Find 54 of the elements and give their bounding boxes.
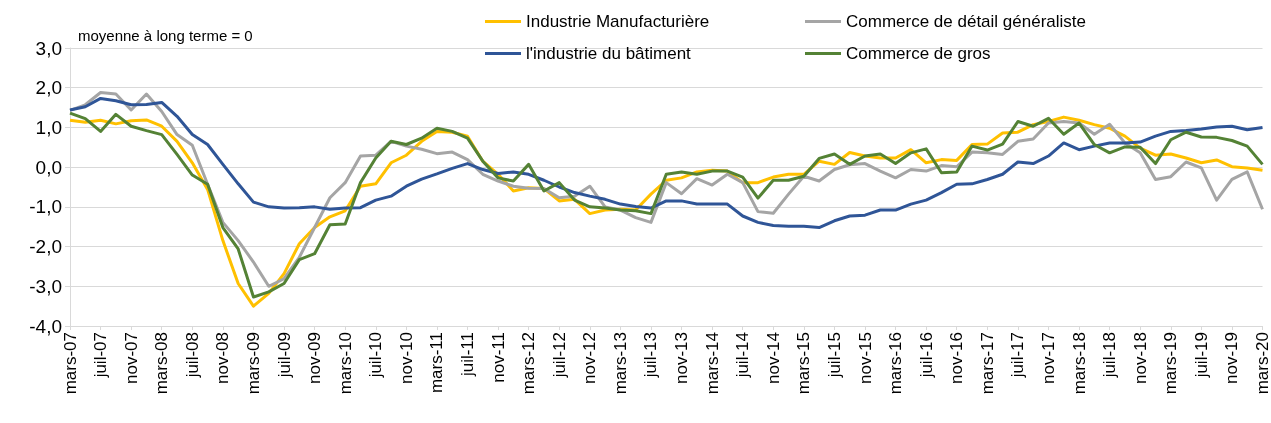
x-tick-label: nov-12 — [580, 332, 600, 384]
legend-label: Industrie Manufacturière — [526, 12, 710, 31]
x-tick-label: mars-14 — [702, 332, 722, 395]
x-tick-label: nov-19 — [1222, 332, 1242, 384]
x-tick-label: juil-17 — [1008, 332, 1028, 379]
x-tick-label: nov-18 — [1130, 332, 1150, 384]
x-tick-label: juil-08 — [182, 332, 202, 379]
y-tick-label: 0,0 — [35, 156, 62, 178]
x-tick-label: mars-10 — [335, 332, 355, 395]
x-tick-label: juil-14 — [733, 332, 753, 379]
x-tick-label: nov-09 — [305, 332, 325, 384]
y-tick-label: -4,0 — [29, 315, 62, 337]
x-tick-label: juil-10 — [366, 332, 386, 379]
x-tick-label: nov-08 — [213, 332, 233, 384]
x-tick-label: mars-07 — [60, 332, 80, 395]
x-tick-label: mars-13 — [610, 332, 630, 395]
y-tick-label: -1,0 — [29, 196, 62, 218]
y-tick-label: -3,0 — [29, 275, 62, 297]
x-tick-label: juil-18 — [1100, 332, 1120, 379]
x-tick-label: juil-19 — [1191, 332, 1211, 379]
x-tick-label: juil-13 — [641, 332, 661, 379]
x-tick-label: mars-18 — [1069, 332, 1089, 395]
x-tick-label: nov-16 — [947, 332, 967, 384]
x-tick-label: nov-13 — [672, 332, 692, 384]
line-series — [68, 96, 1264, 230]
y-tick-label: -2,0 — [29, 236, 62, 258]
x-tick-label: mars-15 — [794, 332, 814, 395]
x-tick-label: nov-15 — [855, 332, 875, 384]
x-tick-label: nov-10 — [396, 332, 416, 384]
legend-label: l'industrie du bâtiment — [526, 44, 692, 63]
x-tick-label: nov-11 — [488, 332, 508, 383]
x-tick-label: mars-12 — [519, 332, 539, 395]
x-tick-label: mars-17 — [977, 332, 997, 395]
x-tick-label: mars-08 — [152, 332, 172, 395]
x-tick-label: mars-20 — [1253, 332, 1271, 395]
y-tick-label: 2,0 — [35, 77, 62, 99]
x-tick-label: mars-11 — [427, 332, 447, 394]
x-tick-label: mars-16 — [886, 332, 906, 395]
x-tick-label: juil-07 — [91, 332, 111, 379]
x-tick-label: juil-09 — [274, 332, 294, 379]
x-tick-label: nov-14 — [763, 332, 783, 384]
x-tick-label: nov-07 — [121, 332, 141, 384]
legend-label: Commerce de détail généraliste — [846, 12, 1087, 31]
x-tick-label: nov-17 — [1038, 332, 1058, 384]
legend-label: Commerce de gros — [846, 44, 991, 63]
x-tick-label: juil-15 — [824, 332, 844, 379]
text: moyenne à long terme = 0 — [78, 27, 253, 44]
x-tick-label: juil-12 — [549, 332, 569, 379]
x-tick-label: juil-11 — [458, 332, 477, 378]
x-tick-label: mars-09 — [243, 332, 263, 395]
x-tick-label: juil-16 — [916, 332, 936, 379]
y-tick-label: 1,0 — [35, 116, 62, 138]
y-tick-label: 3,0 — [35, 37, 62, 59]
x-tick-label: mars-19 — [1161, 332, 1181, 395]
